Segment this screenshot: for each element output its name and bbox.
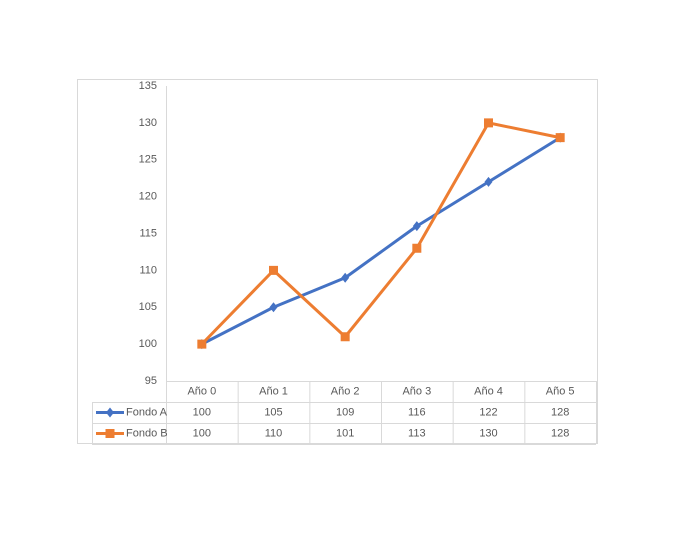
x-tick-label: Año 3 <box>402 385 431 397</box>
marker <box>269 265 278 275</box>
table-value: 128 <box>551 406 569 418</box>
table-value: 101 <box>336 427 354 439</box>
x-tick-label: Año 0 <box>187 385 216 397</box>
legend-label: Fondo B <box>126 427 168 439</box>
marker <box>341 272 350 283</box>
chart-border <box>77 79 598 444</box>
table-value: 113 <box>408 427 426 439</box>
x-tick-label: Año 5 <box>546 385 575 397</box>
table-value: 116 <box>408 406 426 418</box>
series-line <box>201 136 561 346</box>
marker <box>484 118 493 128</box>
table-value: 105 <box>264 406 282 418</box>
y-tick-label: 120 <box>139 191 157 203</box>
y-tick-label: 105 <box>139 301 157 313</box>
y-tick-label: 130 <box>139 117 157 129</box>
x-tick-label: Año 1 <box>259 385 288 397</box>
marker <box>555 133 565 143</box>
x-tick-label: Año 2 <box>331 385 360 397</box>
table-value: 100 <box>193 406 211 418</box>
y-tick-label: 110 <box>139 264 157 276</box>
table-value: 109 <box>336 406 354 418</box>
series-line <box>200 121 561 346</box>
table-value: 130 <box>479 427 497 439</box>
y-tick-label: 95 <box>145 375 157 387</box>
marker <box>269 302 278 313</box>
y-tick-label: 100 <box>139 338 157 350</box>
table-value: 110 <box>265 427 283 439</box>
marker <box>484 176 493 187</box>
y-tick-label: 115 <box>139 227 157 239</box>
marker <box>412 221 421 232</box>
marker <box>197 339 207 349</box>
y-tick-label: 125 <box>139 154 157 166</box>
marker <box>106 407 114 418</box>
marker <box>340 332 350 342</box>
marker <box>412 243 422 253</box>
y-tick-label: 135 <box>139 80 157 92</box>
marker <box>105 429 115 438</box>
table-value: 128 <box>551 427 569 439</box>
table-value: 122 <box>479 406 497 418</box>
x-tick-label: Año 4 <box>474 385 503 397</box>
table-value: 100 <box>193 427 211 439</box>
legend-label: Fondo A <box>126 406 168 418</box>
